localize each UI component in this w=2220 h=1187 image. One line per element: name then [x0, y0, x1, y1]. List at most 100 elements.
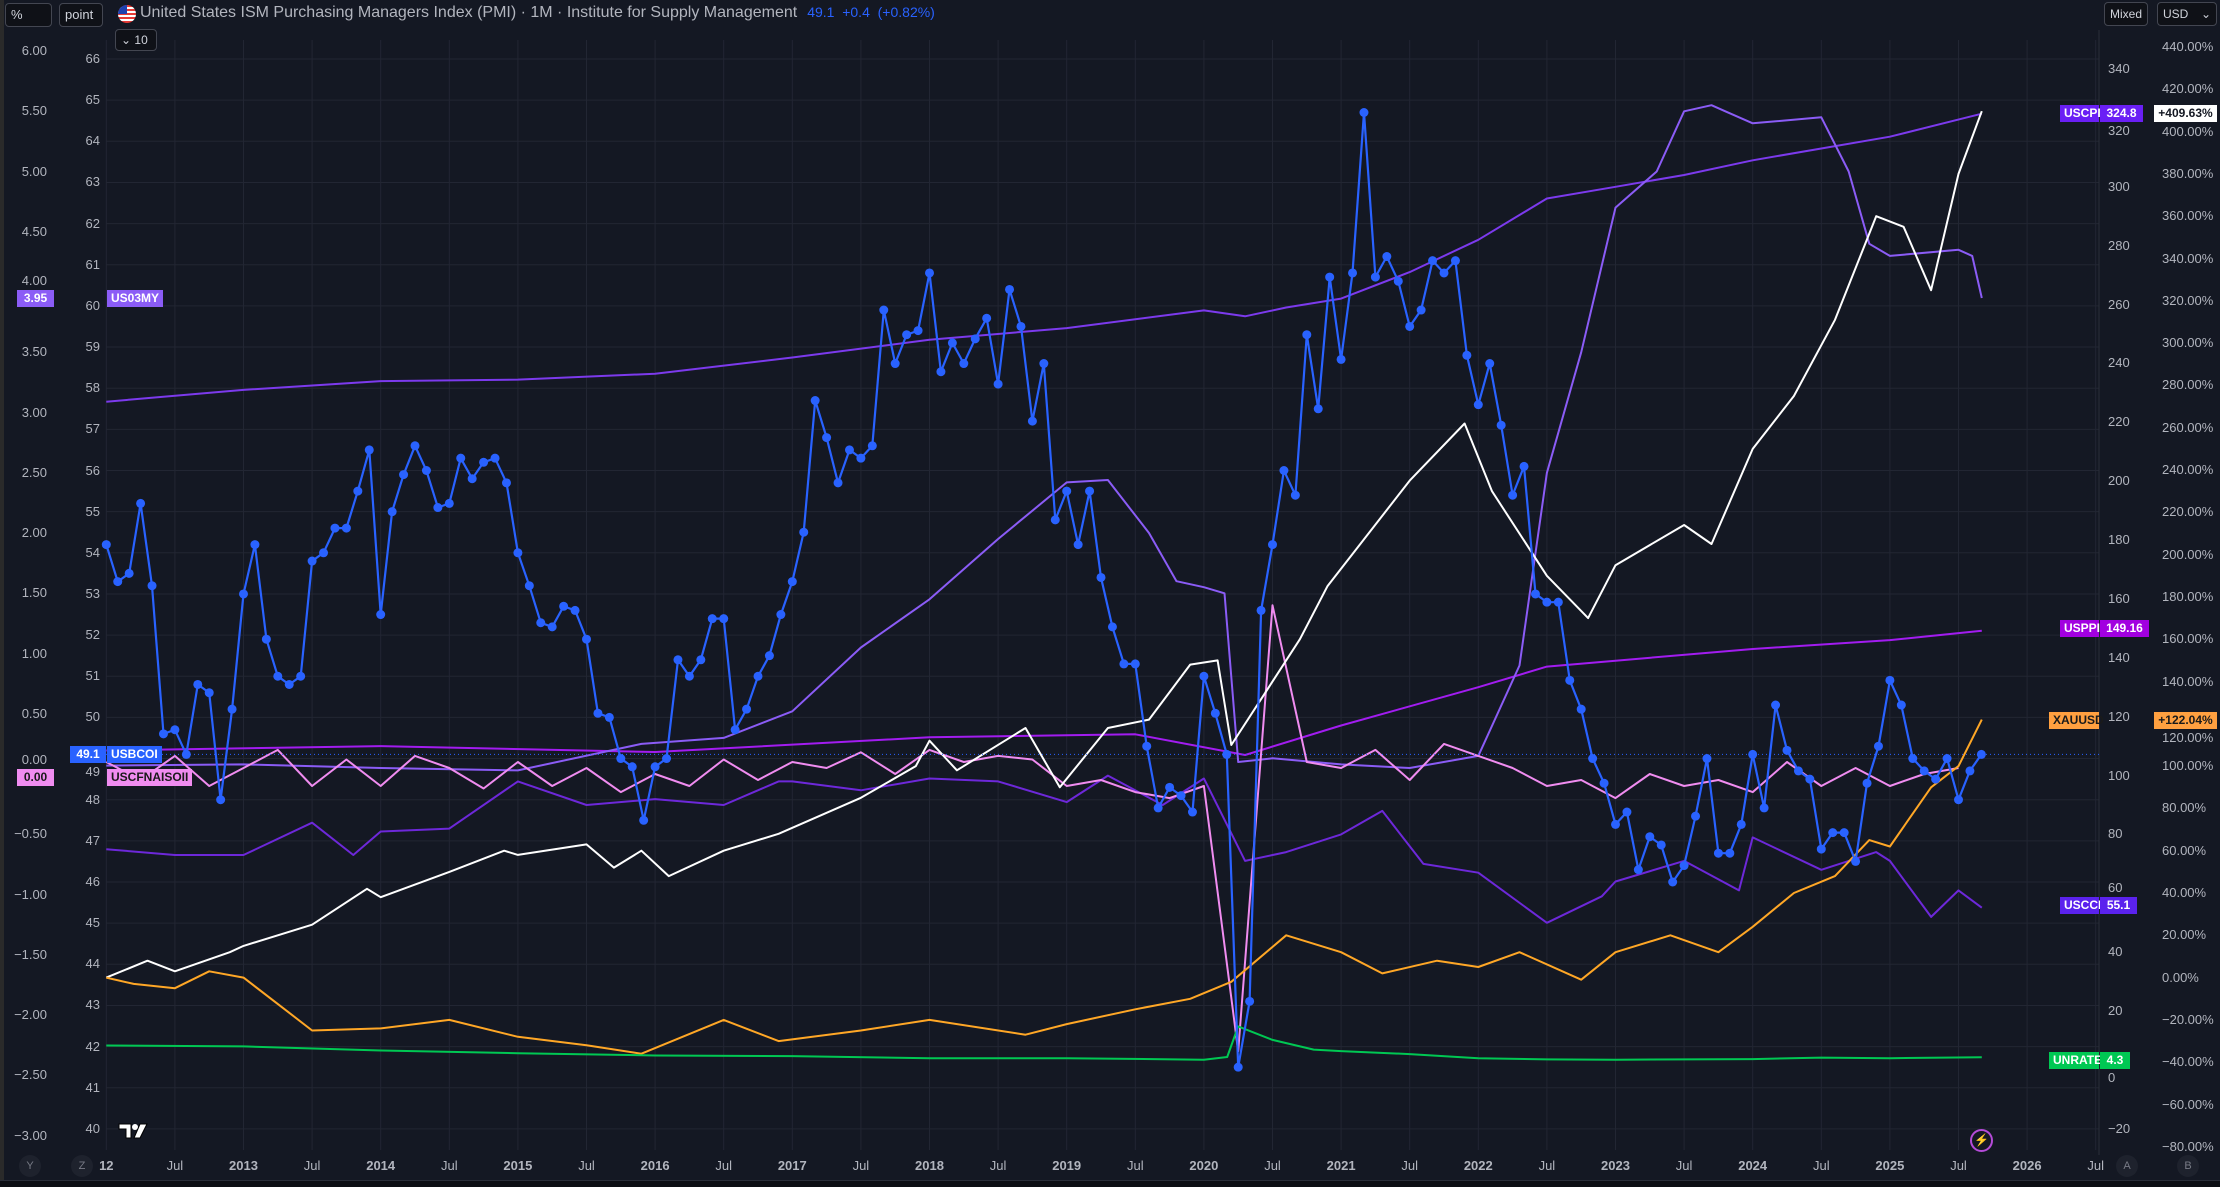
- pmi-data-point: [1245, 996, 1255, 1006]
- pmi-data-point: [947, 338, 957, 348]
- pmi-data-point: [1542, 597, 1552, 607]
- left-pct-axis-label: 3.50: [21, 344, 47, 360]
- left-pct-axis-label: 4.00: [21, 272, 47, 288]
- pmi-axis-label: 48: [85, 791, 100, 807]
- y-button[interactable]: Y: [19, 1155, 41, 1177]
- pmi-data-point: [616, 754, 626, 764]
- x-axis-tick-label: Jul: [1538, 1158, 1556, 1173]
- pmi-axis-label: 56: [85, 462, 100, 478]
- pmi-data-point: [467, 474, 477, 484]
- lightning-icon[interactable]: ⚡: [1970, 1129, 1993, 1152]
- collapse-indicators-button[interactable]: ⌄ 10: [115, 29, 157, 51]
- pmi-axis-label: 57: [85, 421, 100, 437]
- unrate-value-badge: 4.3: [2100, 1051, 2130, 1069]
- last-value: 49.1: [807, 4, 835, 20]
- right-value-axis-label: 300: [2108, 178, 2130, 194]
- pmi-data-point: [582, 634, 591, 644]
- series-line-uscfnaisoii: [105, 604, 1959, 1053]
- pmi-data-point: [158, 729, 168, 739]
- right-value-axis-label: 40: [2108, 944, 2123, 960]
- left-pct-axis-label: −1.00: [14, 886, 47, 902]
- pmi-data-point: [1942, 754, 1952, 764]
- pmi-data-point: [902, 330, 912, 340]
- pmi-data-point: [1965, 766, 1975, 776]
- pmi-data-point: [1222, 749, 1232, 759]
- pmi-axis-label: 47: [85, 832, 100, 848]
- pmi-data-point: [1027, 416, 1037, 426]
- left-pct-axis-label: 1.50: [21, 585, 47, 601]
- pmi-data-point: [1725, 848, 1735, 858]
- x-axis-tick-label: 2025: [1875, 1158, 1905, 1173]
- left-pct-axis-label: 5.00: [21, 163, 47, 179]
- pmi-data-point: [1976, 749, 1986, 759]
- x-axis-tick-label: Jul: [1264, 1158, 1281, 1173]
- pmi-data-point: [181, 749, 191, 759]
- pmi-data-point: [1279, 466, 1289, 475]
- pmi-data-point: [1450, 256, 1460, 266]
- pmi-data-point: [1565, 675, 1575, 685]
- x-axis-tick-label: Jul: [166, 1158, 184, 1173]
- right-value-axis-label: 60: [2108, 880, 2123, 896]
- currency-select[interactable]: USD ⌄: [2157, 2, 2217, 26]
- pmi-data-point: [1302, 330, 1312, 340]
- pmi-data-point: [719, 614, 729, 624]
- right-value-axis-label: −20: [2108, 1120, 2131, 1136]
- pmi-data-point: [833, 478, 843, 488]
- x-axis-tick-label: Jul: [303, 1158, 321, 1173]
- pmi-data-point: [490, 453, 500, 463]
- chart-header: United States ISM Purchasing Managers In…: [140, 4, 935, 22]
- x-axis-tick-label: 2019: [1052, 1158, 1082, 1173]
- pmi-axis-label: 49: [85, 763, 100, 779]
- pmi-axis-label: 63: [85, 174, 100, 190]
- pmi-data-point: [627, 762, 637, 772]
- pmi-data-point: [1713, 848, 1723, 858]
- right-value-axis-label: 320: [2108, 123, 2130, 139]
- pmi-axis-label: 52: [85, 627, 100, 643]
- z-button[interactable]: Z: [71, 1155, 93, 1177]
- mixed-scale-button[interactable]: Mixed: [2104, 2, 2148, 26]
- pmi-data-point: [959, 359, 969, 369]
- pmi-data-point: [970, 334, 980, 344]
- pmi-data-point: [456, 453, 466, 463]
- right-value-axis-label: 160: [2108, 590, 2130, 606]
- bottom-bar: [0, 1180, 2220, 1187]
- pmi-data-point: [1633, 865, 1643, 875]
- left-pct-axis-label: 4.50: [21, 223, 47, 239]
- pmi-data-point: [1622, 807, 1632, 817]
- currency-value: USD: [2163, 7, 2189, 21]
- pmi-data-point: [1611, 819, 1620, 829]
- pmi-axis-label: 44: [85, 956, 100, 972]
- auto-scale-a-button[interactable]: A: [2116, 1155, 2138, 1177]
- right-pct-axis-label: 320.00%: [2162, 292, 2214, 308]
- pmi-data-point: [1793, 766, 1803, 776]
- pmi-data-point: [1919, 766, 1929, 776]
- pmi-data-point: [1702, 754, 1712, 764]
- pmi-data-point: [1199, 671, 1209, 681]
- right-pct-axis-label: 220.00%: [2162, 504, 2214, 520]
- x-axis-tick-label: 2018: [915, 1158, 944, 1173]
- x-axis-tick-label: Jul: [1675, 1158, 1693, 1173]
- right-value-axis-label: 100: [2108, 767, 2130, 783]
- scale-mode-field[interactable]: %: [5, 3, 52, 27]
- pmi-data-point: [810, 396, 820, 406]
- price-unit-field[interactable]: point: [59, 3, 103, 27]
- pmi-data-point: [570, 605, 580, 615]
- pmi-data-point: [1588, 754, 1598, 764]
- x-axis-tick-label: 2022: [1463, 1158, 1493, 1173]
- left-pct-axis-label: 6.00: [21, 43, 47, 58]
- pmi-data-point: [776, 610, 786, 620]
- uscfnaisoii-name-badge: USCFNAISOII: [107, 768, 193, 786]
- pmi-data-point: [341, 523, 351, 533]
- pmi-data-point: [387, 507, 397, 517]
- tradingview-logo-icon: [118, 1123, 148, 1139]
- pmi-data-point: [1851, 856, 1861, 866]
- left-pct-axis-label: −1.50: [14, 946, 47, 962]
- pmi-data-point: [1576, 704, 1586, 714]
- b-button[interactable]: B: [2177, 1155, 2199, 1177]
- right-value-axis-label: 200: [2108, 473, 2130, 489]
- pmi-data-point: [261, 634, 271, 644]
- pmi-data-point: [650, 762, 660, 772]
- pmi-data-point: [170, 725, 180, 735]
- pmi-data-point: [1096, 572, 1106, 582]
